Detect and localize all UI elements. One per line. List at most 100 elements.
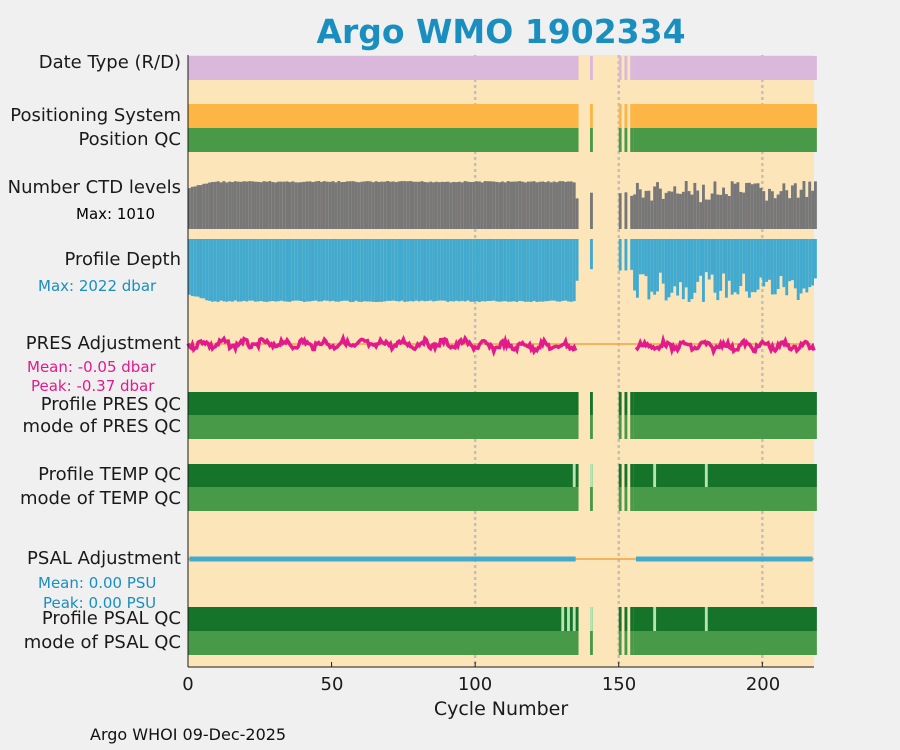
- pres-adjustment-line: [186, 333, 578, 358]
- ctd-levels-bar: [736, 182, 740, 229]
- psal-mode-bar: [624, 631, 628, 655]
- ctd-levels-bar: [687, 191, 691, 229]
- ctd-levels-bar: [478, 181, 481, 229]
- profile-depth-bar: [633, 239, 636, 291]
- psal-qc-bar: [624, 607, 628, 631]
- profile-depth-bar: [564, 239, 568, 301]
- ctd-levels-bar: [679, 193, 682, 229]
- label-date-type: Date Type (R/D): [38, 52, 181, 73]
- date-type-bar: [618, 56, 622, 80]
- ctd-levels-bar: [480, 182, 484, 229]
- pres-adjustment-line: [634, 333, 816, 357]
- profile-depth-bar: [457, 239, 461, 302]
- ctd-levels-bar: [811, 190, 814, 229]
- ctd-levels-bar: [791, 185, 794, 229]
- profile-depth-bar: [699, 239, 703, 276]
- ctd-levels-bar: [426, 182, 430, 229]
- ctd-levels-bar: [546, 181, 550, 229]
- profile-depth-bar: [713, 239, 717, 293]
- ctd-levels-bar: [681, 191, 685, 229]
- positioning-bar: [630, 104, 634, 128]
- ctd-levels-bar: [776, 194, 780, 229]
- profile-depth-bar: [277, 239, 280, 302]
- ctd-levels-bar: [750, 184, 754, 229]
- ctd-levels-bar: [314, 181, 318, 229]
- profile-depth-bar: [420, 239, 424, 301]
- profile-depth-bar: [489, 239, 493, 301]
- ctd-levels-bar: [667, 191, 671, 229]
- profile-depth-bar: [722, 239, 725, 274]
- ctd-levels-bar: [647, 190, 651, 229]
- ctd-levels-bar: [302, 181, 306, 229]
- psal-qc-light-bar: [567, 607, 570, 631]
- pres-mode-bar: [590, 415, 593, 439]
- profile-depth-bar: [719, 239, 723, 291]
- profile-depth-bar: [460, 239, 464, 301]
- date-type-bar: [590, 56, 593, 80]
- ctd-levels-bar: [814, 181, 817, 229]
- ctd-levels-bar: [406, 181, 410, 229]
- depth-max: Max: 2022 dbar: [38, 277, 157, 295]
- ctd-levels-bar: [417, 181, 421, 229]
- ctd-levels-bar: [555, 182, 559, 229]
- profile-depth-bar: [750, 239, 754, 293]
- profile-depth-bar: [363, 239, 367, 302]
- ctd-levels-bar: [644, 190, 648, 229]
- profile-depth-bar: [788, 239, 792, 282]
- ctd-levels-bar: [432, 182, 435, 229]
- psal-qc-light-bar: [704, 607, 708, 631]
- profile-depth-bar: [630, 239, 634, 270]
- ctd-levels-bar: [274, 182, 278, 229]
- ctd-levels-bar: [457, 181, 461, 229]
- psal-qc-bar: [630, 607, 634, 631]
- ctd-levels-bar: [377, 181, 381, 229]
- profile-depth-bar: [515, 239, 519, 302]
- ctd-levels-bar: [486, 181, 490, 229]
- ctd-levels-bar: [684, 181, 688, 229]
- profile-depth-bar: [532, 239, 536, 301]
- profile-depth-bar: [400, 239, 404, 301]
- profile-depth-bar: [380, 239, 384, 302]
- ctd-levels-bar: [320, 181, 323, 229]
- ctd-levels-bar: [656, 182, 659, 229]
- profile-depth-bar: [538, 239, 542, 302]
- ctd-levels-bar: [793, 183, 797, 229]
- ctd-levels-bar: [661, 198, 665, 229]
- profile-depth-bar: [314, 239, 318, 301]
- x-tick-label: 50: [320, 674, 344, 695]
- ctd-levels-bar: [213, 181, 217, 229]
- ctd-levels-bar: [475, 181, 479, 229]
- profile-depth-bar: [702, 239, 705, 302]
- temp-qc-light-bar: [590, 464, 593, 487]
- pres-mean: Mean: -0.05 dbar: [27, 358, 156, 376]
- profile-depth-bar: [498, 239, 501, 302]
- profile-depth-bar: [552, 239, 556, 301]
- ctd-levels-bar: [538, 181, 542, 229]
- profile-depth-bar: [196, 239, 200, 297]
- position-qc-bar: [630, 128, 634, 152]
- ctd-levels-bar: [294, 182, 298, 229]
- ctd-levels-bar: [535, 182, 539, 229]
- profile-depth-bar: [724, 239, 728, 298]
- ctd-levels-bar: [311, 182, 315, 229]
- ctd-levels-bar: [371, 182, 375, 229]
- profile-depth-bar: [274, 239, 278, 302]
- profile-depth-bar: [432, 239, 435, 302]
- psal-mode-bar: [590, 631, 593, 655]
- position-qc-bar: [188, 128, 579, 152]
- ctd-levels-bar: [262, 181, 266, 229]
- profile-depth-bar: [569, 239, 573, 302]
- profile-depth-bar: [434, 239, 438, 301]
- ctd-levels-bar: [208, 182, 211, 229]
- ctd-levels-bar: [788, 198, 792, 229]
- profile-depth-bar: [294, 239, 298, 301]
- ctd-levels-bar: [575, 198, 579, 229]
- profile-depth-bar: [478, 239, 481, 302]
- profile-depth-bar: [391, 239, 395, 301]
- profile-depth-bar: [377, 239, 381, 302]
- profile-depth-bar: [271, 239, 275, 302]
- label-pres-mode: mode of PRES QC: [22, 416, 181, 437]
- ctd-levels-bar: [193, 186, 197, 229]
- profile-depth-bar: [208, 239, 211, 301]
- ctd-levels-bar: [348, 181, 352, 229]
